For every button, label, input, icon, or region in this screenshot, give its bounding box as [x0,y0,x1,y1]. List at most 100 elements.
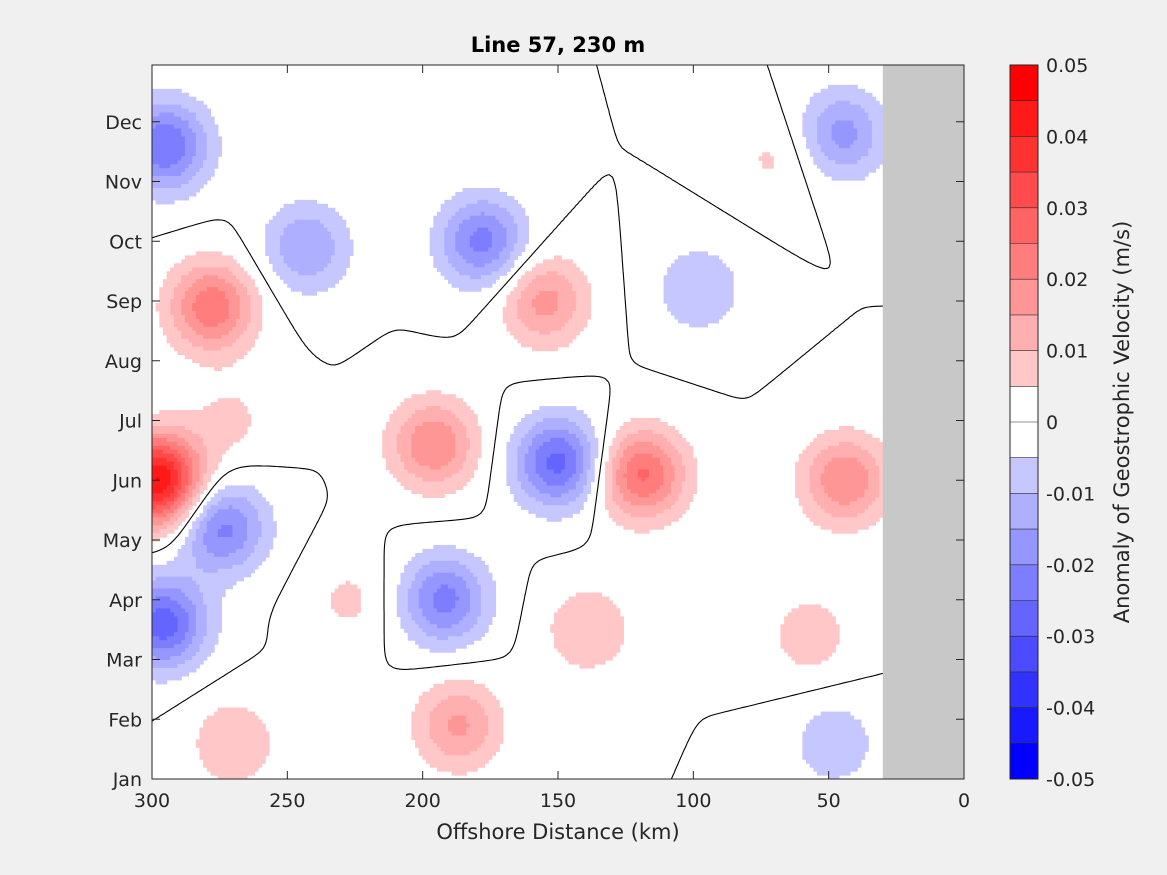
contour-cell [232,334,237,340]
contour-cell [437,469,442,475]
contour-cell [342,255,347,260]
contour-cell [575,291,581,296]
contour-cell [561,410,566,415]
contour-cell [152,422,157,427]
contour-cell [152,195,157,201]
contour-cell [564,279,570,284]
contour-cell [170,176,175,181]
contour-cell [173,187,179,193]
contour-cell [210,152,215,157]
contour-cell [700,259,705,264]
contour-cell [521,227,526,233]
contour-cell [166,120,171,126]
contour-cell [181,136,186,141]
contour-cell [265,243,270,249]
contour-cell [184,108,190,114]
contour-cell [440,247,445,253]
contour-cell [177,187,182,193]
contour-cell [279,207,285,213]
contour-cell [853,136,858,141]
contour-cell [177,322,182,328]
contour-cell [871,156,877,161]
contour-cell [152,457,157,463]
contour-cell [835,461,840,467]
contour-cell [294,231,299,237]
contour-cell [422,418,427,423]
contour-cell [689,291,694,296]
contour-cell [572,271,577,276]
contour-cell [305,223,310,229]
contour-cell [415,453,420,459]
contour-cell [301,231,307,237]
contour-cell [166,445,171,451]
contour-cell [400,465,405,471]
contour-cell [206,410,212,415]
contour-cell [539,453,544,459]
contour-cell [272,267,277,272]
contour-cell [177,326,182,332]
contour-cell [469,469,475,475]
contour-cell [864,156,869,161]
contour-cell [203,116,208,122]
contour-cell [711,263,716,268]
contour-cell [239,271,244,276]
contour-cell [714,291,719,296]
contour-cell [447,255,453,260]
contour-cell [217,406,223,411]
contour-cell [838,176,844,181]
contour-cell [849,164,855,169]
contour-cell [294,255,299,260]
contour-cell [502,203,508,209]
contour-cell [181,303,186,308]
contour-cell [458,445,464,451]
contour-cell [320,271,325,276]
contour-cell [685,303,690,308]
contour-cell [236,350,241,356]
contour-cell [418,469,423,475]
contour-cell [239,291,244,296]
contour-cell [305,227,310,233]
contour-cell [842,156,847,161]
contour-cell [214,449,219,455]
contour-cell [667,267,672,272]
contour-cell [426,449,431,455]
contour-cell [667,437,672,443]
contour-cell [824,152,829,157]
contour-cell [575,322,581,328]
contour-cell [276,271,281,276]
contour-cell [817,160,822,165]
contour-cell [225,425,230,431]
contour-cell [575,433,581,439]
contour-cell [616,457,621,463]
contour-cell [206,287,212,292]
contour-cell [159,457,164,463]
contour-cell [447,410,453,415]
contour-cell [162,283,168,288]
contour-cell [824,100,829,106]
contour-cell [177,191,182,197]
contour-cell [714,275,719,280]
contour-cell [806,132,811,137]
contour-cell [806,120,811,126]
contour-cell [871,108,877,114]
contour-cell [831,148,836,153]
contour-cell [181,267,186,272]
contour-cell [188,164,193,169]
contour-cell [155,437,160,443]
contour-cell [539,283,544,288]
contour-cell [162,160,168,165]
contour-cell [316,263,321,268]
contour-cell [634,469,639,475]
contour-cell [506,267,511,272]
contour-cell [159,124,164,130]
contour-cell [400,410,405,415]
contour-cell [678,259,683,264]
contour-cell [290,227,296,233]
contour-cell [513,433,518,439]
contour-cell [192,358,197,364]
contour-cell [689,287,694,292]
contour-cell [184,326,190,332]
contour-cell [539,310,544,316]
contour-cell [433,255,438,260]
contour-cell [393,410,398,415]
